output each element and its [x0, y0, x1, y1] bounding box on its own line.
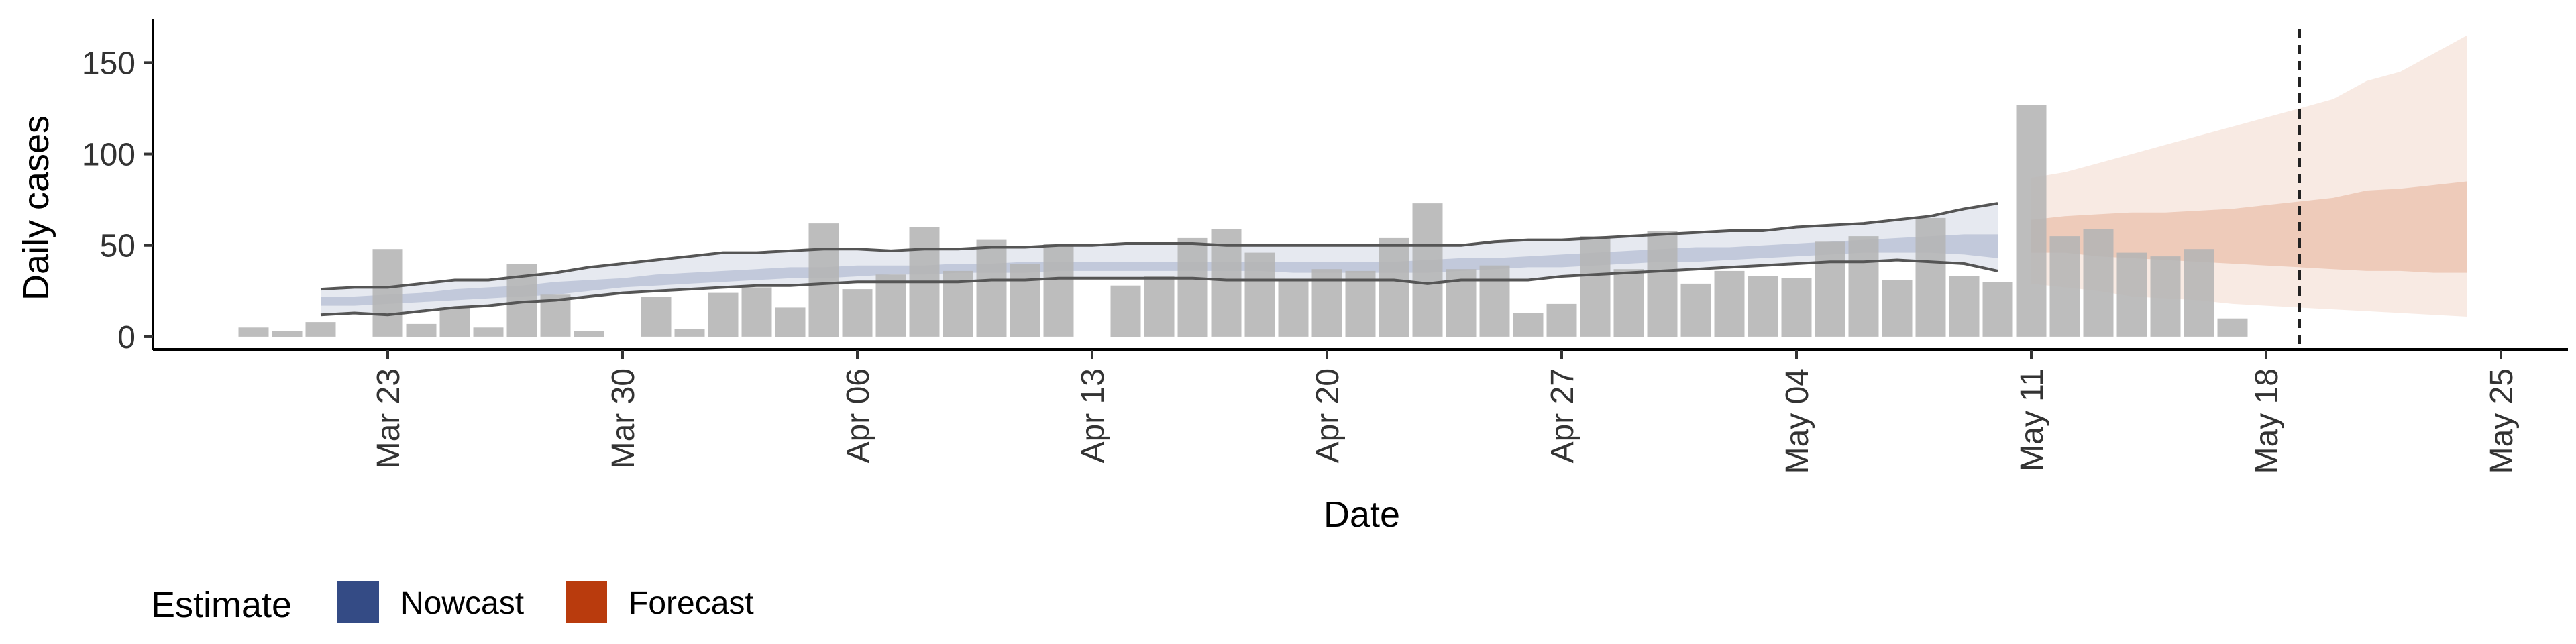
x-tick-label: Mar 30 [606, 368, 641, 468]
bar [1211, 229, 1242, 337]
y-axis-title: Daily cases [16, 115, 56, 301]
x-tick-label: May 25 [2484, 368, 2520, 474]
bar [1177, 237, 1208, 337]
y-axis-ticks: 0 50 100 150 [82, 46, 153, 356]
bar [976, 239, 1007, 337]
bar [875, 274, 906, 337]
forecast-bands [2031, 35, 2467, 317]
x-tick-label: Apr 13 [1075, 368, 1111, 463]
bar [2116, 252, 2147, 337]
bar [2016, 105, 2047, 337]
forecast-inner-band [2031, 181, 2467, 273]
bar [1848, 236, 1879, 337]
bar [1580, 236, 1611, 337]
bar [2150, 256, 2181, 337]
bar [1781, 278, 1812, 337]
bar [1949, 276, 1980, 337]
x-tick-label: May 04 [1780, 368, 1815, 474]
bar [1680, 283, 1711, 337]
x-tick-label: Apr 20 [1310, 368, 1346, 463]
bar [2217, 318, 2248, 337]
bar [2184, 249, 2214, 337]
legend-swatch-forecast [566, 581, 607, 623]
bar [2083, 229, 2114, 337]
nowcast-outer-band [321, 203, 1998, 315]
bar [305, 322, 336, 337]
bar [1043, 244, 1074, 337]
bar [372, 249, 403, 337]
nowcast-interval-lines [320, 202, 1998, 317]
bar [708, 292, 739, 337]
bar [272, 331, 303, 337]
legend-label-nowcast: Nowcast [400, 586, 524, 621]
bar [473, 327, 504, 337]
bar [406, 323, 437, 337]
nowcast-inner-band [321, 234, 1998, 306]
bar [1513, 313, 1544, 337]
y-tick-label: 50 [100, 229, 136, 264]
x-tick-label: Mar 23 [371, 368, 407, 468]
x-axis-ticks: Mar 23 Mar 30 Apr 06 Apr 13 Apr 20 Apr 27 May … [371, 350, 2520, 474]
bar [741, 287, 772, 337]
bar [2049, 236, 2080, 337]
bar [641, 297, 672, 337]
bar [1110, 285, 1141, 337]
bar [1748, 276, 1778, 337]
x-tick-label: May 18 [2249, 368, 2285, 474]
x-axis-title: Date [1324, 494, 1400, 535]
bar [1882, 280, 1913, 337]
y-tick-label: 0 [117, 320, 136, 356]
y-tick-label: 100 [82, 138, 136, 173]
y-tick-label: 150 [82, 46, 136, 81]
bar [1144, 276, 1175, 337]
bar [674, 329, 705, 337]
legend-label-forecast: Forecast [629, 586, 754, 621]
bar [1278, 280, 1309, 337]
bar [1714, 270, 1745, 337]
legend-title: Estimate [151, 585, 292, 625]
forecast-outer-band [2031, 35, 2467, 317]
x-tick-label: Apr 27 [1545, 368, 1580, 463]
bar [1546, 303, 1577, 337]
x-tick-label: Apr 06 [841, 368, 876, 463]
bar [1613, 269, 1644, 337]
bar [574, 331, 604, 337]
bar [1345, 270, 1376, 337]
legend: Estimate Nowcast Forecast [151, 581, 754, 625]
bar [808, 223, 839, 337]
nowcast-bands [321, 203, 1998, 315]
bar-series [238, 105, 2248, 337]
nowcast-lower-line [320, 258, 1998, 317]
bar [1412, 203, 1443, 337]
bar [1379, 237, 1409, 337]
bar [775, 307, 806, 337]
bar [842, 289, 873, 337]
bar [439, 307, 470, 337]
bar [238, 327, 269, 337]
bar [1479, 265, 1510, 337]
bar [1815, 241, 1845, 337]
bar [1982, 282, 2013, 337]
nowcast-upper-line [320, 202, 1998, 291]
bar [1915, 217, 1946, 337]
x-tick-label: May 11 [2015, 368, 2050, 472]
legend-swatch-nowcast [337, 581, 379, 623]
bar [1010, 264, 1040, 337]
bar [1244, 252, 1275, 337]
axes [152, 19, 2568, 351]
bar [1647, 231, 1678, 337]
